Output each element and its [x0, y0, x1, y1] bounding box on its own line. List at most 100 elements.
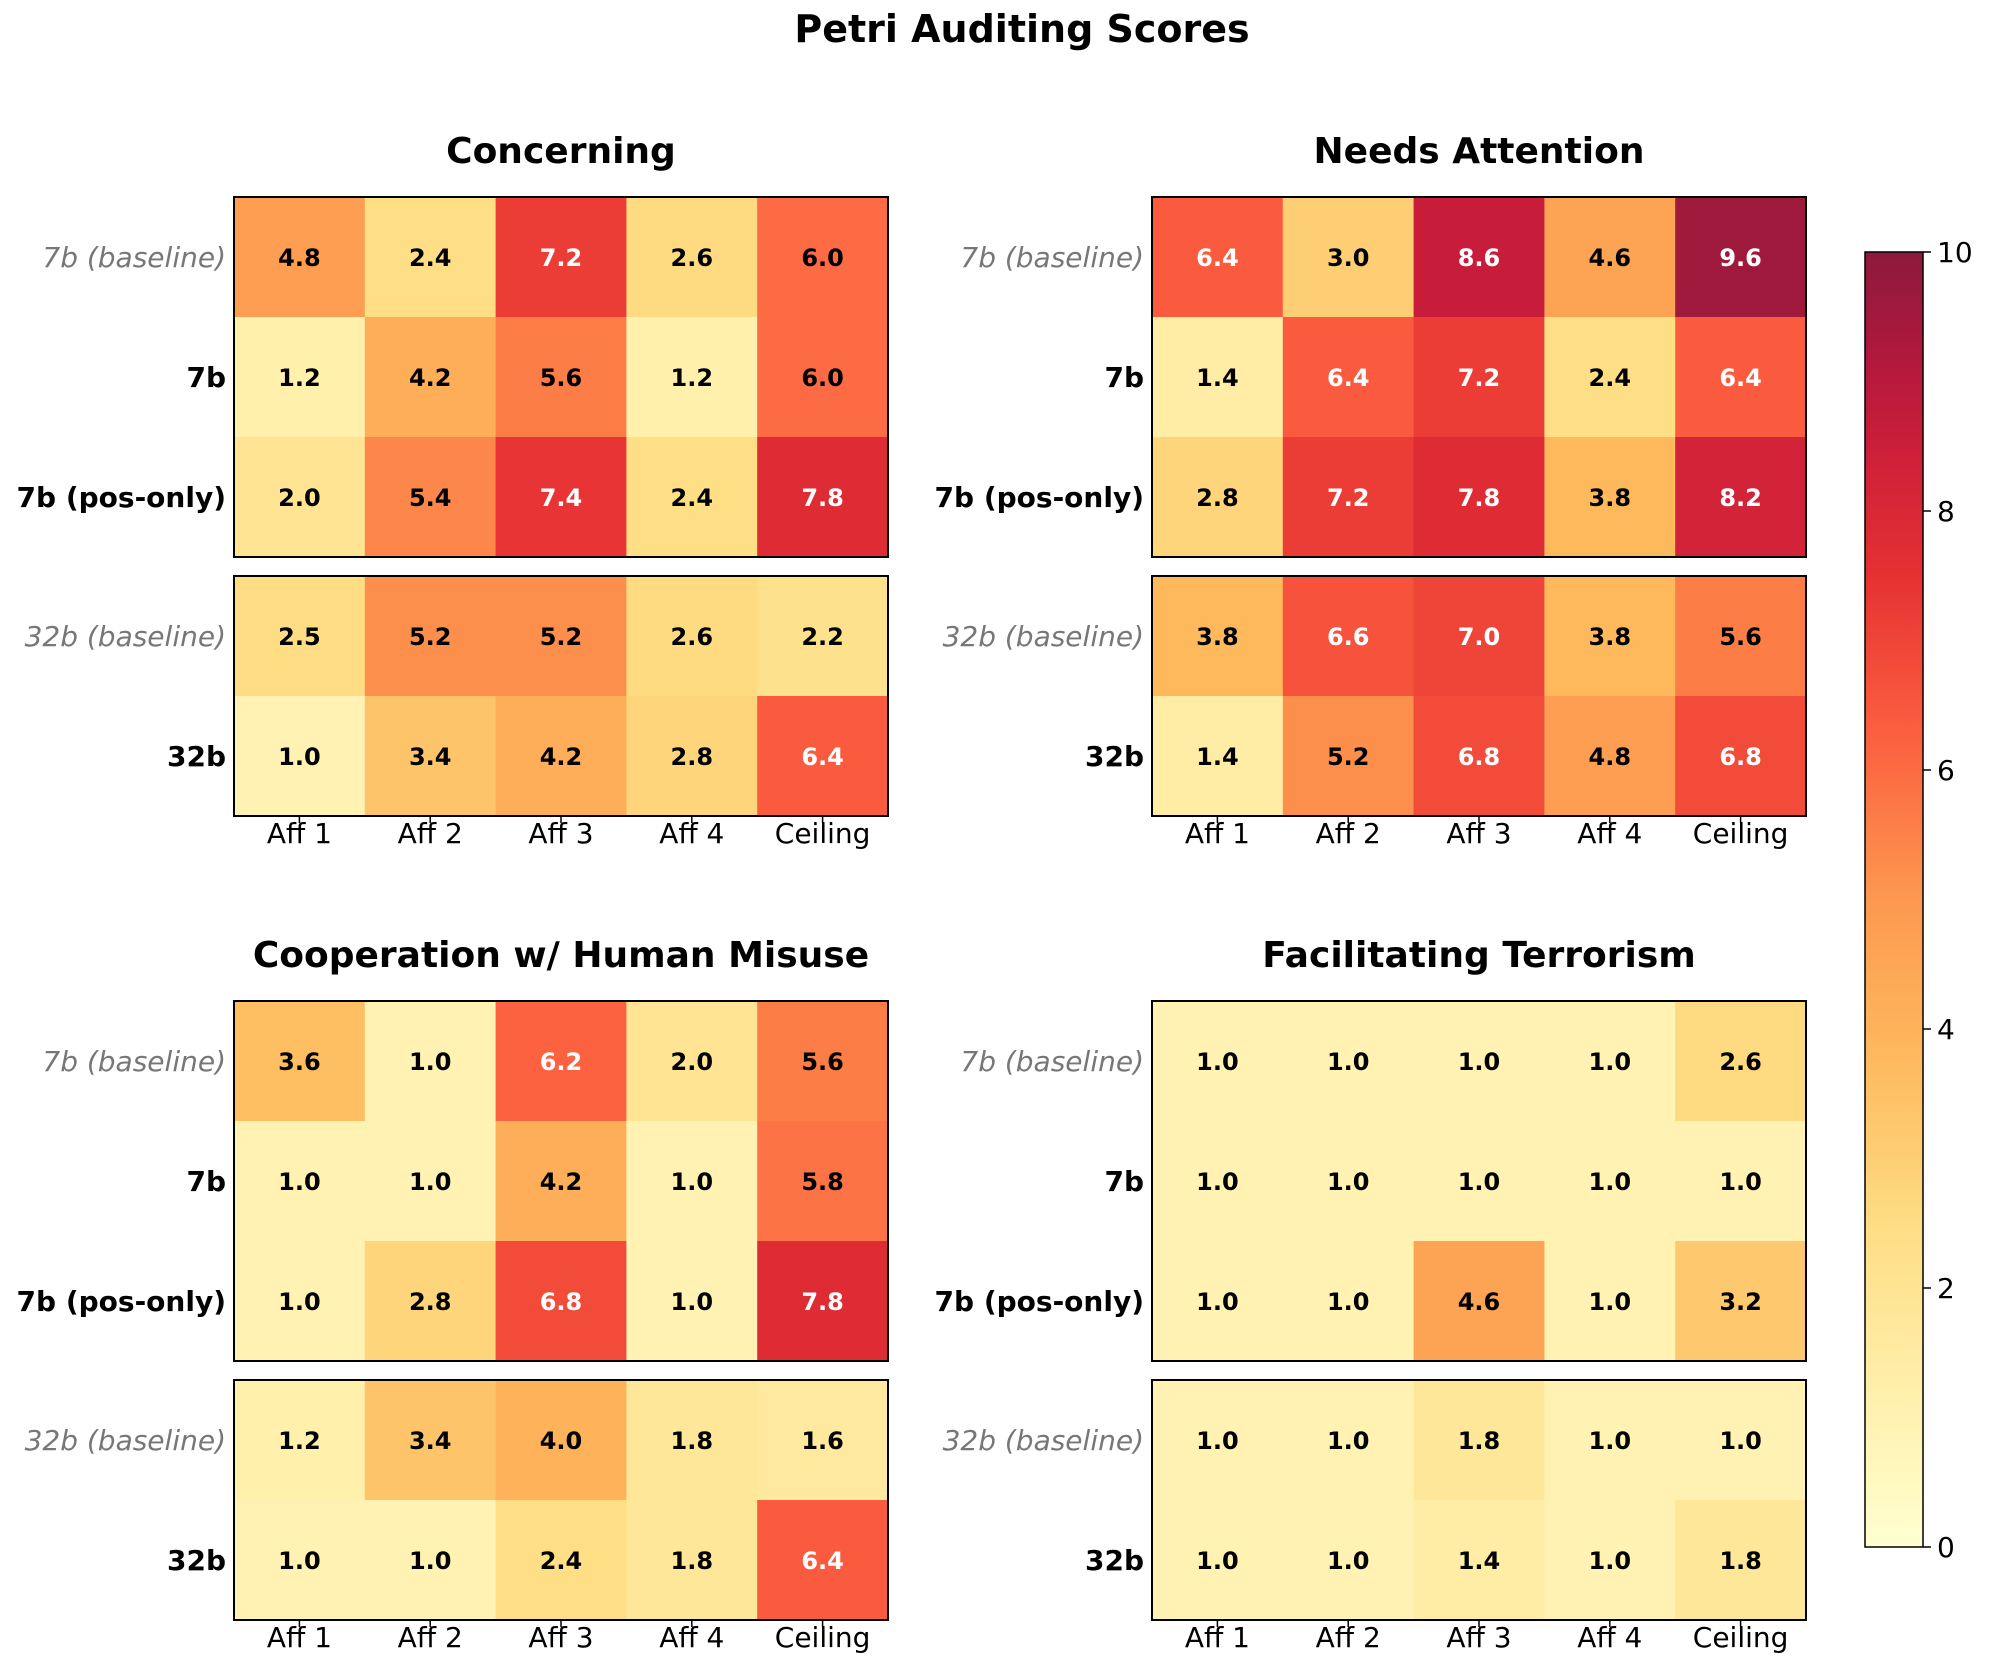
row-label: 32b (baseline)	[25, 1424, 226, 1457]
cell-value-label: 2.6	[671, 623, 714, 651]
heatmap-cell	[1413, 696, 1545, 817]
cell-value-label: 8.2	[1719, 484, 1762, 512]
row-label: 7b (pos-only)	[17, 481, 226, 514]
cell-value-label: 1.4	[1458, 1547, 1501, 1575]
cell-value-label: 2.5	[278, 623, 321, 651]
heatmap-cell	[495, 1500, 627, 1621]
heatmap-cell	[1413, 1241, 1545, 1362]
cell-value-label: 1.0	[1327, 1048, 1370, 1076]
heatmap-cell	[364, 696, 497, 817]
cell-value-label: 4.0	[540, 1427, 583, 1455]
cell-value-label: 4.6	[1589, 244, 1632, 272]
cell-value-label: 6.8	[1719, 743, 1762, 771]
cell-value-label: 1.2	[671, 364, 714, 392]
heatmap-cell	[757, 696, 889, 817]
heatmap-cell	[364, 1121, 497, 1242]
heatmap-cell	[1413, 1500, 1545, 1621]
panel-title: Cooperation w/ Human Misuse	[253, 935, 869, 976]
row-label: 32b (baseline)	[943, 620, 1144, 653]
panel-title: Needs Attention	[1314, 131, 1645, 172]
cell-value-label: 1.0	[1458, 1168, 1501, 1196]
cell-value-label: 1.2	[278, 364, 321, 392]
row-label: 7b (pos-only)	[935, 481, 1144, 514]
heatmap-cell	[1675, 1121, 1807, 1242]
cell-value-label: 2.8	[671, 743, 714, 771]
cell-value-label: 4.2	[409, 364, 452, 392]
cell-value-label: 6.4	[801, 1547, 844, 1575]
cell-value-label: 1.0	[409, 1048, 452, 1076]
cell-value-label: 1.0	[1327, 1547, 1370, 1575]
cell-value-label: 6.0	[801, 244, 844, 272]
heatmap-cell	[495, 317, 627, 438]
cell-value-label: 7.2	[540, 244, 583, 272]
cell-value-label: 1.8	[671, 1547, 714, 1575]
heatmap-cell	[1675, 1241, 1807, 1362]
heatmap-cell	[1282, 1121, 1415, 1242]
heatmap-cell	[364, 1500, 497, 1621]
cell-value-label: 3.8	[1196, 623, 1239, 651]
cell-value-label: 3.2	[1719, 1288, 1762, 1316]
colorbar-gradient	[1864, 251, 1924, 1548]
cell-value-label: 1.0	[1327, 1288, 1370, 1316]
x-tick-label: Aff 4	[659, 817, 724, 850]
heatmap-cell	[364, 437, 497, 558]
cell-value-label: 7.8	[801, 484, 844, 512]
heatmap-cell	[1413, 197, 1545, 318]
x-tick-label: Aff 3	[1446, 1621, 1511, 1654]
heatmap-cell	[1675, 317, 1807, 438]
cell-value-label: 1.4	[1196, 364, 1239, 392]
row-label: 7b (baseline)	[42, 1045, 226, 1078]
heatmap-cell	[495, 1241, 627, 1362]
heatmap-cell	[1282, 1500, 1415, 1621]
heatmap-cell	[626, 437, 758, 558]
cell-value-label: 1.0	[1196, 1288, 1239, 1316]
heatmap-cell	[234, 1121, 366, 1242]
heatmap-cell	[757, 197, 889, 318]
heatmap-cell	[1544, 1121, 1676, 1242]
heatmap-cell	[1152, 1001, 1284, 1122]
cell-value-label: 4.2	[540, 743, 583, 771]
colorbar-tick-label: 8	[1937, 495, 1955, 528]
heatmap-cell	[234, 197, 366, 318]
colorbar-tick-label: 0	[1937, 1531, 1955, 1564]
heatmap-cell	[1544, 197, 1676, 318]
cell-value-label: 2.6	[1719, 1048, 1762, 1076]
heatmap-cell	[1544, 437, 1676, 558]
x-tick-label: Aff 1	[1185, 1621, 1250, 1654]
row-label: 7b	[186, 361, 226, 394]
cell-value-label: 1.0	[278, 1168, 321, 1196]
heatmap-cell	[757, 317, 889, 438]
x-tick-label: Aff 4	[1577, 1621, 1642, 1654]
cell-value-label: 3.8	[1589, 623, 1632, 651]
colorbar-tick-label: 6	[1937, 754, 1955, 787]
heatmap-cell	[364, 197, 497, 318]
heatmap-cell	[1152, 696, 1284, 817]
heatmap-cell	[364, 317, 497, 438]
heatmap-cell	[1675, 437, 1807, 558]
cell-value-label: 5.6	[801, 1048, 844, 1076]
cell-value-label: 1.0	[278, 743, 321, 771]
cell-value-label: 7.2	[1458, 364, 1501, 392]
heatmap-cell	[1675, 576, 1807, 697]
x-tick-label: Aff 4	[659, 1621, 724, 1654]
heatmap-cell	[626, 1001, 758, 1122]
cell-value-label: 6.2	[540, 1048, 583, 1076]
heatmap-cell	[1544, 1241, 1676, 1362]
group-border	[1151, 196, 1807, 558]
group-border	[1151, 1000, 1807, 1362]
cell-value-label: 6.4	[1327, 364, 1370, 392]
cell-value-label: 6.4	[801, 743, 844, 771]
cell-value-label: 3.4	[409, 1427, 452, 1455]
row-label: 7b (pos-only)	[17, 1285, 226, 1318]
cell-value-label: 2.4	[671, 484, 714, 512]
heatmap-panel: Concerning 4.8 2.4 7.2 2.6 6.0 7b (baseline) 1.…	[17, 131, 889, 850]
cell-value-label: 1.0	[1196, 1048, 1239, 1076]
heatmap-cell	[495, 1001, 627, 1122]
group-border	[233, 1000, 889, 1362]
cell-value-label: 5.4	[409, 484, 452, 512]
heatmap-cell	[626, 1241, 758, 1362]
cell-value-label: 1.0	[409, 1168, 452, 1196]
heatmap-cell	[495, 1380, 627, 1501]
heatmap-cell	[234, 576, 366, 697]
